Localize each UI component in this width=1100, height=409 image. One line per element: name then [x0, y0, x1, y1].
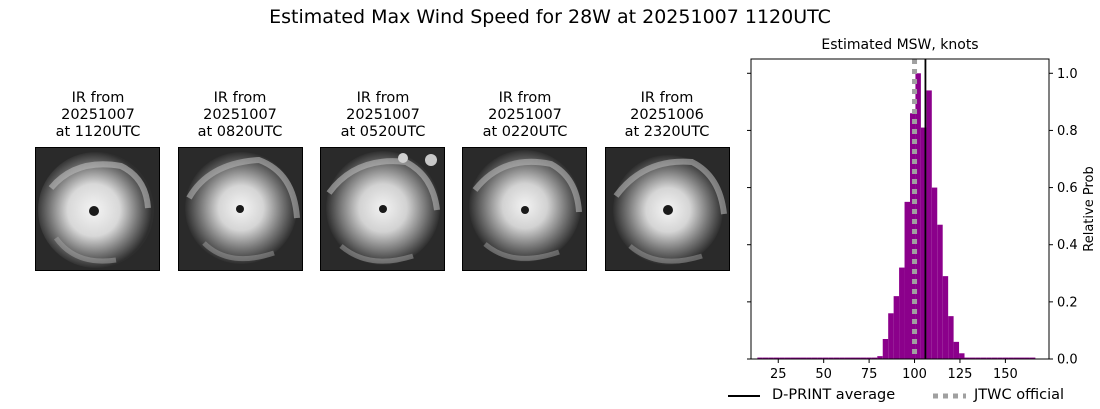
histogram-bar-14 — [833, 357, 840, 359]
histogram-bar-29 — [915, 73, 921, 360]
histogram-bar-31 — [926, 90, 932, 359]
y-tick-label-1: 0.2 — [1057, 295, 1078, 310]
histogram-bar-35 — [948, 316, 954, 359]
histogram-bar-45 — [1002, 357, 1009, 359]
histogram-bar-23 — [882, 339, 889, 359]
histogram-bar-3 — [773, 357, 780, 359]
ir-image-3 — [320, 147, 445, 271]
histogram-bar-2 — [768, 357, 774, 359]
ir-image-1 — [35, 147, 160, 271]
panel-title-5: IR from 20251006 at 2320UTC — [624, 90, 710, 140]
x-tick-label-0: 25 — [770, 367, 787, 382]
ir-image-4 — [462, 147, 587, 271]
y-tick-label-5: 1.0 — [1057, 67, 1078, 82]
figure-title: Estimated Max Wind Speed for 28W at 2025… — [269, 6, 831, 28]
histogram-bar-30 — [920, 127, 927, 359]
panel-title-1: IR from 20251007 at 1120UTC — [55, 90, 141, 140]
histogram-bar-17 — [850, 357, 856, 359]
panel-title-4: IR from 20251007 at 0220UTC — [482, 90, 568, 140]
histogram-bar-9 — [806, 357, 812, 359]
y-axis-ticks: 0.0 0.2 0.4 0.6 0.8 1.0 — [747, 67, 1078, 368]
ir-image-5 — [605, 147, 730, 271]
histogram-bar-33 — [937, 224, 943, 359]
histogram-bar-21 — [871, 357, 878, 359]
histogram-bar-48 — [1019, 357, 1025, 359]
x-tick-label-2: 75 — [861, 367, 878, 382]
histogram-bar-42 — [986, 357, 992, 359]
histogram-bar-46 — [1008, 357, 1014, 359]
histogram-bar-50 — [1029, 357, 1036, 359]
ir-image-2 — [178, 147, 303, 271]
y-tick-label-4: 0.8 — [1057, 124, 1078, 139]
histogram-bar-16 — [844, 357, 851, 359]
histogram-bar-1 — [762, 357, 769, 359]
histogram-bar-26 — [899, 267, 905, 359]
histogram-bar-0 — [757, 357, 763, 359]
histogram-bar-13 — [828, 357, 834, 359]
histogram-bar-10 — [811, 357, 818, 359]
histogram-bar-38 — [964, 357, 970, 359]
histogram-bar-37 — [959, 353, 965, 359]
panel-title-3: IR from 20251007 at 0520UTC — [340, 90, 426, 140]
histogram-bar-5 — [784, 357, 791, 359]
histogram-bar-36 — [953, 341, 960, 359]
histogram-bar-4 — [779, 357, 785, 359]
histogram-bar-11 — [817, 357, 823, 359]
x-tick-label-1: 50 — [815, 367, 832, 382]
x-tick-label-3: 100 — [902, 367, 927, 382]
histogram-bar-19 — [860, 357, 867, 359]
legend-label-dprint: D-PRINT average — [772, 387, 896, 403]
histogram-bar-41 — [980, 357, 987, 359]
histogram-bar-25 — [893, 296, 900, 359]
histogram-bar-8 — [800, 357, 807, 359]
legend-label-jtwc: JTWC official — [974, 387, 1065, 403]
histogram-bar-6 — [790, 357, 796, 359]
histogram-bar-27 — [904, 201, 910, 359]
panel-title-2: IR from 20251007 at 0820UTC — [197, 90, 283, 140]
histogram-bar-20 — [866, 357, 872, 359]
histogram-bar-34 — [942, 276, 949, 359]
chart-title: Estimated MSW, knots — [821, 37, 978, 53]
y-tick-label-0: 0.0 — [1057, 353, 1078, 368]
x-axis-ticks: 25 50 75 100 125 150 — [770, 359, 1018, 382]
histogram-bar-28 — [909, 113, 916, 360]
histogram-bars — [757, 73, 1036, 360]
histogram-bar-15 — [839, 357, 845, 359]
histogram-bar-40 — [975, 357, 981, 359]
y-axis-label: Relative Prob — [1082, 166, 1097, 251]
plot-frame — [750, 58, 1050, 360]
histogram-bar-24 — [888, 313, 894, 359]
histogram-bar-12 — [822, 357, 829, 359]
histogram-bar-18 — [855, 357, 861, 359]
x-tick-label-4: 125 — [948, 367, 973, 382]
y-tick-label-2: 0.4 — [1057, 238, 1078, 253]
histogram-bar-47 — [1013, 357, 1020, 359]
histogram-bar-7 — [795, 357, 801, 359]
legend-swatches — [728, 393, 966, 399]
histogram-bar-22 — [877, 356, 883, 359]
histogram-bar-32 — [931, 187, 938, 359]
histogram-bar-44 — [997, 357, 1003, 359]
histogram-bar-39 — [969, 357, 976, 359]
histogram-bar-43 — [991, 357, 998, 359]
y-tick-label-3: 0.6 — [1057, 181, 1078, 196]
x-tick-label-5: 150 — [993, 367, 1018, 382]
histogram-bar-49 — [1024, 357, 1030, 359]
